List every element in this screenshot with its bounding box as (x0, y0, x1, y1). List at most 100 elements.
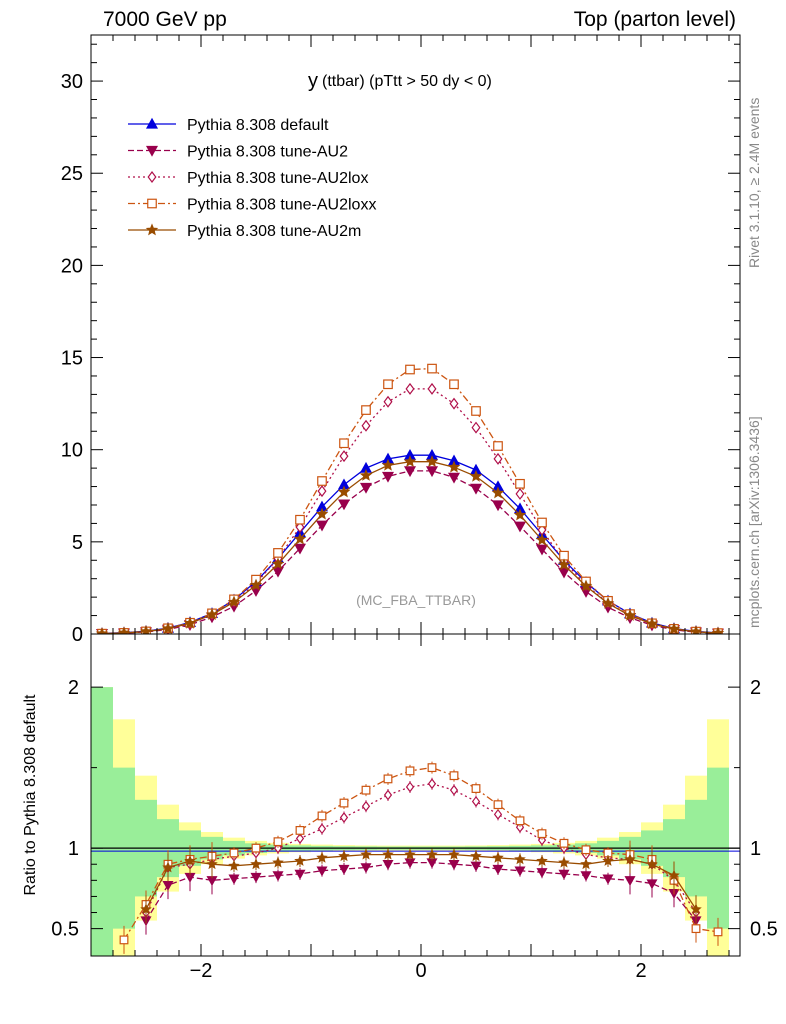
ratio-data-point (471, 784, 481, 793)
ratio-data-point (404, 848, 416, 860)
ratio-data-point (383, 789, 393, 801)
data-point (95, 627, 109, 634)
legend-label: Pythia 8.308 tune-AU2loxx (187, 197, 376, 214)
data-point (271, 557, 285, 570)
ratio-data-point (229, 848, 239, 858)
data-point (161, 622, 175, 634)
data-point (469, 469, 483, 482)
ratio-data-point (492, 864, 504, 875)
data-point (205, 608, 219, 620)
ratio-data-point (448, 860, 460, 870)
data-point (337, 499, 351, 511)
ratio-data-point (338, 864, 350, 875)
series-line (101, 470, 719, 634)
data-point (361, 405, 371, 415)
data-point (359, 468, 373, 481)
ratio-data-point (514, 866, 526, 877)
data-point (403, 455, 417, 467)
ratio-data-point (382, 860, 394, 870)
legend-marker (147, 198, 157, 209)
ratio-data-point (559, 838, 569, 848)
x-tick-label: 0 (415, 960, 426, 982)
data-point (513, 521, 527, 533)
analysis-watermark: (MC_FBA_TTBAR) (356, 592, 476, 608)
ratio-data-point (558, 856, 570, 868)
ratio-data-point (382, 848, 394, 860)
data-point (427, 382, 437, 395)
ratio-data-point (691, 924, 701, 934)
chart-title-suffix: (ttbar) (pTtt > 50 dy < 0) (322, 73, 492, 90)
ratio-data-point (448, 848, 460, 860)
ratio-data-point (558, 869, 570, 880)
ratio-data-point (294, 869, 306, 880)
ratio-data-point (602, 854, 614, 866)
legend-label: Pythia 8.308 tune-AU2m (187, 223, 361, 240)
legend-label: Pythia 8.308 tune-AU2lox (187, 170, 368, 187)
ratio-data-point (624, 876, 636, 887)
data-point (535, 544, 549, 556)
data-point (293, 543, 307, 555)
data-point (361, 419, 371, 432)
ratio-data-point (294, 854, 306, 866)
x-tick-label: −2 (190, 960, 213, 982)
legend-marker (145, 117, 159, 129)
data-point (689, 625, 703, 634)
ratio-data-point (713, 927, 723, 937)
ratio-series-line (145, 861, 697, 922)
data-point (295, 514, 305, 525)
data-point (405, 382, 415, 395)
ratio-data-point (360, 863, 372, 874)
ratio-data-point (316, 851, 328, 863)
data-point (535, 533, 549, 546)
ratio-y-tick-label: 0.5 (51, 919, 79, 941)
data-point (383, 379, 393, 390)
data-point (117, 626, 131, 634)
ratio-data-point (536, 854, 548, 866)
ratio-data-point (646, 858, 658, 870)
ratio-data-point (250, 858, 262, 870)
axes-layer: 0 5 10 15 20 25 30 0.5 0.5 1 1 2 2 −2 0 2 (51, 35, 778, 982)
data-point (645, 617, 659, 630)
data-point (425, 455, 439, 467)
legend-marker (147, 171, 157, 183)
data-point (227, 595, 241, 608)
legend: Pythia 8.308 default Pythia 8.308 tune-AU… (128, 117, 376, 240)
ratio-data-point (206, 858, 218, 870)
data-point (513, 508, 527, 521)
y-tick-label: 30 (61, 71, 83, 93)
ratio-data-point (536, 868, 548, 879)
ratio-data-point (295, 825, 305, 835)
ratio-data-point (361, 800, 371, 812)
data-point (315, 520, 329, 532)
data-point (447, 472, 461, 484)
ratio-data-point (427, 763, 437, 773)
ratio-y-tick-label: 1 (68, 838, 79, 860)
data-point (537, 517, 547, 528)
ratio-data-point (426, 848, 438, 860)
ratio-data-point (273, 837, 283, 847)
data-point (425, 466, 439, 478)
data-point (339, 450, 349, 463)
data-point (449, 397, 459, 410)
ratio-data-point (471, 795, 481, 807)
data-point (315, 507, 329, 520)
ratio-data-point (581, 845, 591, 855)
y-tick-label: 25 (61, 163, 83, 185)
data-point (183, 616, 197, 629)
ratio-data-point (646, 879, 658, 890)
data-point (427, 363, 437, 374)
ratio-data-point (360, 848, 372, 860)
data-point (405, 364, 415, 375)
data-point (493, 441, 503, 451)
ratio-data-point (228, 859, 240, 871)
ratio-y-tick-label-right: 0.5 (750, 919, 778, 941)
ratio-data-point (339, 798, 349, 808)
data-point (557, 558, 571, 571)
data-point (711, 626, 725, 634)
ratio-data-point (339, 812, 349, 824)
ratio-data-point (162, 861, 174, 873)
ratio-panel-frame (90, 633, 741, 957)
y-tick-label: 0 (72, 624, 83, 646)
ratio-data-point (449, 784, 459, 796)
